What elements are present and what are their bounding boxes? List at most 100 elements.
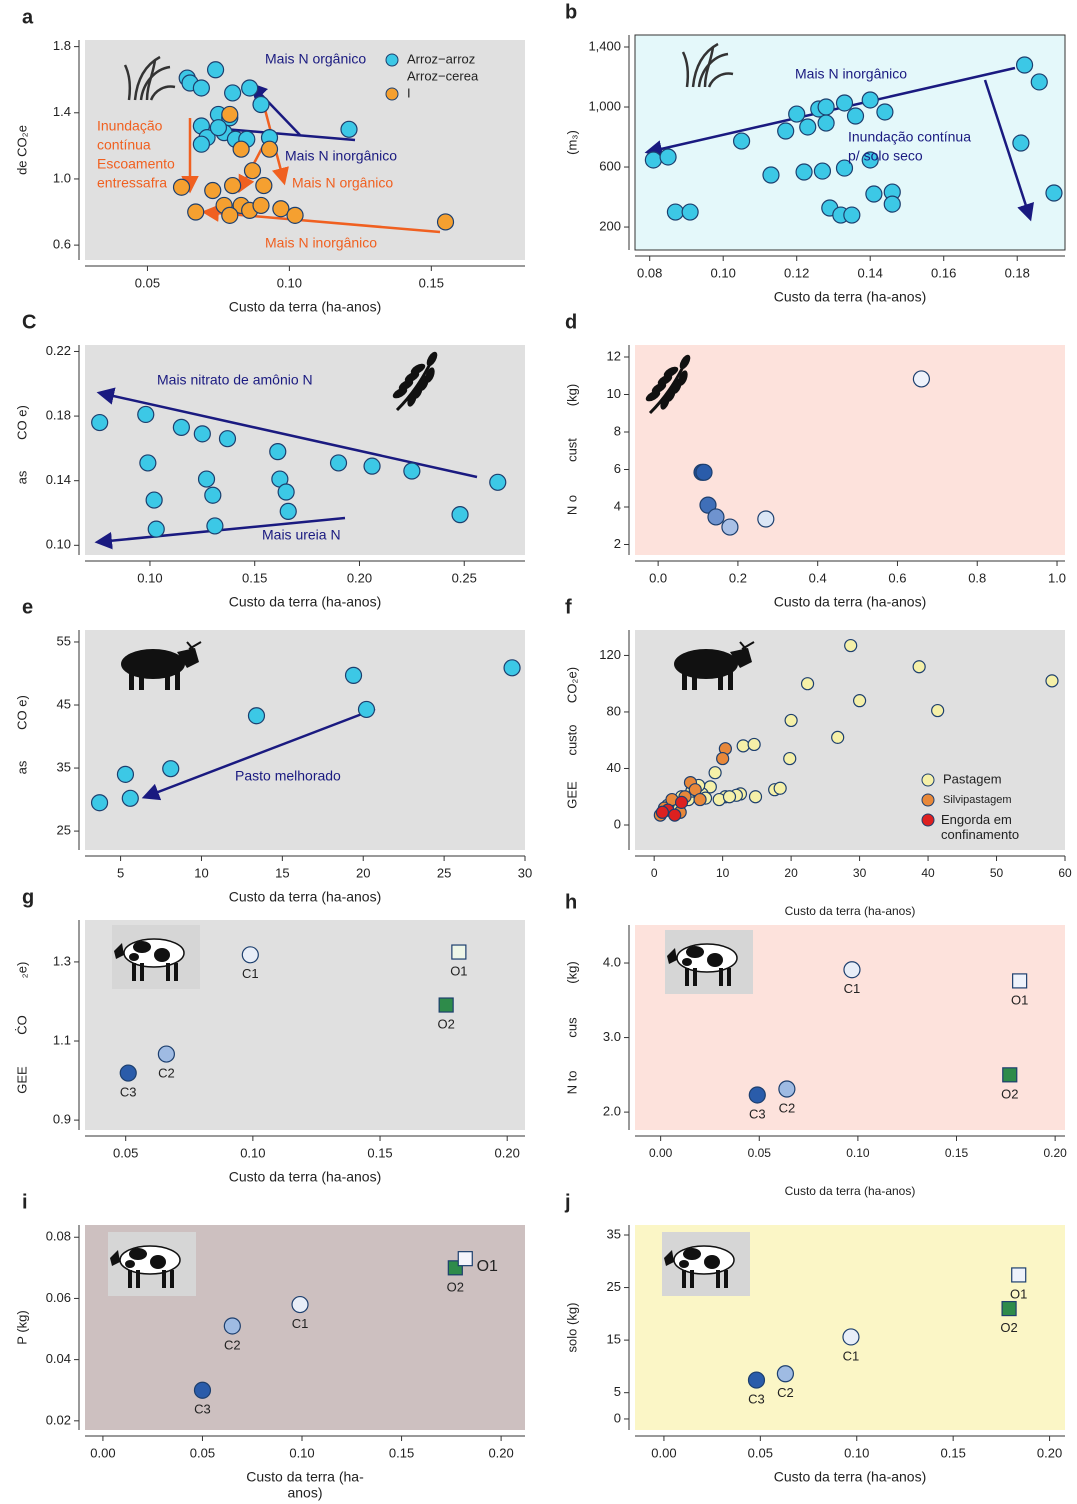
point bbox=[146, 492, 162, 508]
x-tick-label: 0.00 bbox=[90, 1445, 115, 1460]
y-tick-label: 25 bbox=[57, 823, 71, 838]
y-axis-label: GEE bbox=[14, 1066, 29, 1094]
icon-leg bbox=[129, 672, 134, 690]
point bbox=[1013, 974, 1027, 988]
point bbox=[253, 197, 269, 213]
point bbox=[242, 947, 258, 963]
y-tick-label: 0.14 bbox=[46, 472, 71, 487]
y-axis-label: N o bbox=[564, 495, 579, 515]
page: {"chart_data":[ {"type":"scatter","label… bbox=[0, 0, 1077, 1504]
x-tick-label: 0.15 bbox=[419, 275, 444, 290]
point bbox=[253, 97, 269, 113]
icon-leg bbox=[718, 672, 723, 690]
point bbox=[222, 106, 238, 122]
x-tick-label: 0.20 bbox=[1043, 1146, 1067, 1160]
point bbox=[1012, 1268, 1026, 1282]
panel-label: d bbox=[565, 311, 577, 333]
panel-label: b bbox=[565, 1, 577, 23]
x-axis-label: Custo da terra (ha-anos) bbox=[229, 299, 382, 315]
point bbox=[796, 164, 812, 180]
x-axis-label: Custo da terra (ha-anos) bbox=[229, 1169, 382, 1185]
x-axis-label: Custo da terra (ha-anos) bbox=[774, 594, 927, 610]
icon-leg bbox=[727, 968, 731, 986]
x-tick-label: 0.14 bbox=[858, 265, 883, 280]
x-tick-label: 20 bbox=[356, 865, 370, 880]
panel-label: C bbox=[22, 311, 36, 333]
y-axis-label: ĊO bbox=[14, 1015, 29, 1035]
y-tick-label: 4.0 bbox=[603, 954, 621, 969]
point bbox=[818, 115, 834, 131]
point bbox=[669, 809, 681, 821]
icon-body bbox=[124, 939, 184, 967]
icon-leg bbox=[170, 1270, 174, 1288]
icon-leg bbox=[728, 672, 733, 690]
point bbox=[199, 471, 215, 487]
point bbox=[292, 1297, 308, 1313]
y-tick-label: 0.22 bbox=[46, 343, 71, 358]
x-axis-label: Custo da terra (ha-anos) bbox=[229, 594, 382, 610]
y-tick-label: 1.0 bbox=[53, 170, 71, 185]
icon-spot bbox=[133, 941, 151, 953]
x-tick-label: 0.12 bbox=[784, 265, 809, 280]
y-axis-label: P (kg) bbox=[14, 1310, 29, 1344]
y-tick-label: 1.3 bbox=[53, 953, 71, 968]
icon-body bbox=[677, 944, 737, 972]
point bbox=[224, 1318, 240, 1334]
icon-leg bbox=[175, 672, 180, 690]
y-tick-label: 8 bbox=[614, 423, 621, 438]
point bbox=[913, 371, 929, 387]
y-tick-label: 5 bbox=[614, 1384, 621, 1399]
point bbox=[734, 133, 750, 149]
point bbox=[722, 519, 738, 535]
x-tick-label: 0.25 bbox=[452, 570, 477, 585]
y-tick-label: 0.02 bbox=[46, 1412, 71, 1427]
y-tick-label: 1.4 bbox=[53, 104, 71, 119]
y-tick-label: 25 bbox=[607, 1279, 621, 1294]
point-label: C2 bbox=[224, 1337, 241, 1352]
annotation: entressafra bbox=[97, 175, 167, 191]
x-axis-label: Custo da terra (ha- bbox=[246, 1469, 364, 1485]
legend-marker bbox=[922, 774, 934, 786]
point bbox=[219, 431, 235, 447]
y-tick-label: 1,000 bbox=[588, 98, 621, 113]
annotation: p/ solo seco bbox=[848, 148, 923, 164]
x-tick-label: 5 bbox=[117, 865, 124, 880]
point bbox=[140, 455, 156, 471]
y-tick-label: 3.0 bbox=[603, 1029, 621, 1044]
y-axis-label: (kg) bbox=[564, 384, 579, 406]
point bbox=[784, 753, 796, 765]
icon-spot bbox=[150, 1255, 166, 1269]
point bbox=[278, 484, 294, 500]
y-tick-label: 4 bbox=[614, 498, 621, 513]
icon-spot bbox=[682, 958, 692, 966]
x-axis-label: Custo da terra (ha-anos) bbox=[774, 1469, 927, 1485]
point bbox=[723, 791, 735, 803]
point bbox=[248, 708, 264, 724]
icon-spot bbox=[154, 948, 170, 962]
point bbox=[660, 149, 676, 165]
point-label: O2 bbox=[447, 1279, 464, 1294]
annotation: contínua bbox=[97, 137, 151, 153]
panel-label: h bbox=[565, 891, 577, 913]
icon-leg bbox=[128, 1270, 132, 1288]
annotation: Escoamento bbox=[97, 156, 175, 172]
point bbox=[222, 207, 238, 223]
legend-marker bbox=[386, 88, 398, 100]
x-tick-label: 20 bbox=[784, 866, 798, 880]
annotation: Mais N inorgânico bbox=[265, 235, 377, 251]
x-tick-label: 0.05 bbox=[748, 1146, 772, 1160]
x-tick-label: 0.05 bbox=[135, 275, 160, 290]
point-label: O2 bbox=[1001, 1086, 1018, 1101]
x-tick-label: 50 bbox=[990, 866, 1004, 880]
y-tick-label: 80 bbox=[607, 703, 621, 718]
point bbox=[737, 740, 749, 752]
point bbox=[205, 487, 221, 503]
x-axis-label: anos) bbox=[287, 1485, 322, 1501]
y-axis-label: as bbox=[14, 760, 29, 774]
point bbox=[763, 167, 779, 183]
point bbox=[194, 1382, 210, 1398]
y-axis-label: as bbox=[14, 470, 29, 484]
icon-spot bbox=[129, 953, 139, 961]
x-tick-label: 0.00 bbox=[649, 1146, 673, 1160]
icon-leg bbox=[682, 1270, 686, 1288]
